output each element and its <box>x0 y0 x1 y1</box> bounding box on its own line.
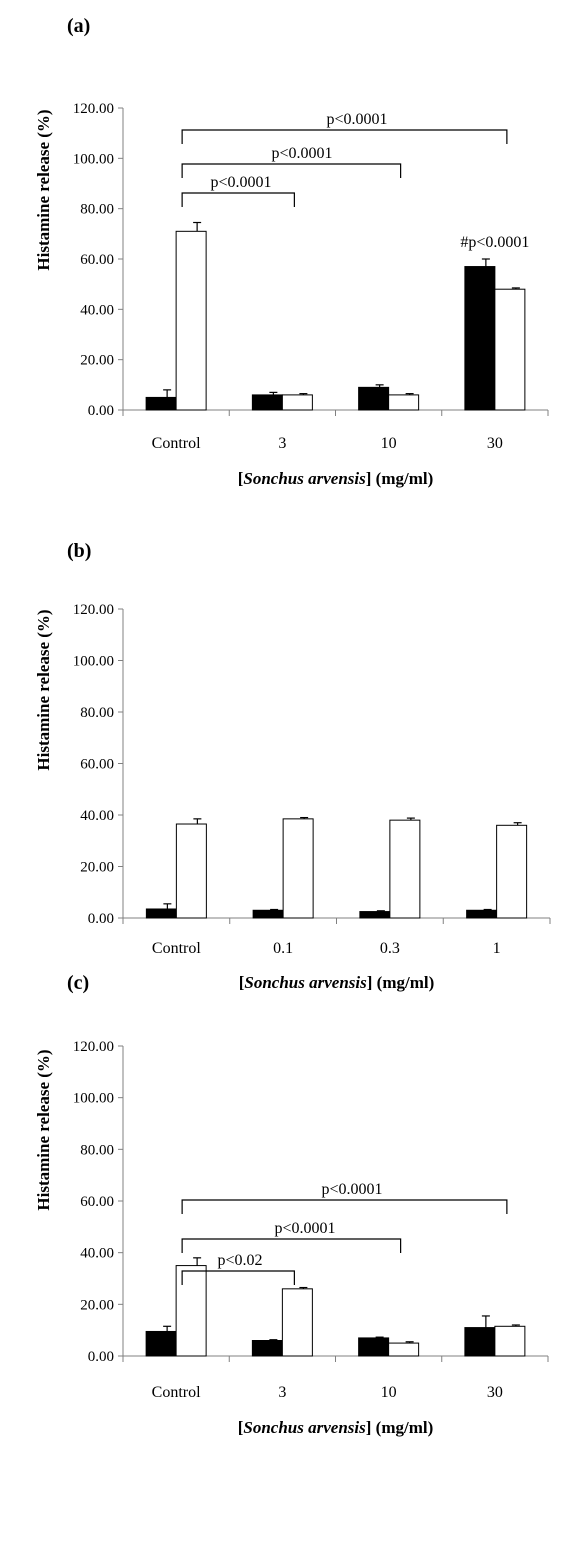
panel-label: (b) <box>67 540 91 562</box>
y-tick-label: 100.00 <box>73 151 114 167</box>
significance-label: p<0.0001 <box>274 1220 335 1237</box>
y-tick-label: 80.00 <box>80 705 114 721</box>
x-tick-label: 1 <box>493 940 501 957</box>
y-tick-label: 80.00 <box>80 1142 114 1158</box>
bar <box>464 266 496 411</box>
bar <box>389 819 421 919</box>
x-tick-label: 30 <box>487 1384 503 1401</box>
y-tick-label: 120.00 <box>73 602 114 618</box>
y-tick-label: 40.00 <box>80 808 114 824</box>
bar <box>358 386 390 411</box>
y-tick-label: 0.00 <box>88 1349 114 1365</box>
bar <box>281 394 313 411</box>
bar <box>251 1340 283 1357</box>
x-axis-label-prefix: [ <box>239 973 245 992</box>
x-axis-label-prefix: [ <box>238 1418 244 1437</box>
x-tick-label: 3 <box>278 1384 286 1401</box>
y-tick-label: 40.00 <box>80 1246 114 1262</box>
bar <box>145 1330 177 1357</box>
x-tick-label: 30 <box>487 435 503 452</box>
y-tick-label: 40.00 <box>80 302 114 318</box>
x-axis-label-suffix: ] (mg/ml) <box>366 1418 434 1437</box>
y-tick-label: 60.00 <box>80 757 114 773</box>
bar <box>496 824 528 919</box>
x-axis-label-suffix: ] (mg/ml) <box>366 469 434 488</box>
y-tick-label: 60.00 <box>80 252 114 268</box>
x-axis-label: [Sonchus arvensis] (mg/ml) <box>238 1418 434 1437</box>
y-tick-label: 0.00 <box>88 403 114 419</box>
bar <box>388 1342 420 1357</box>
y-tick-label: 20.00 <box>80 860 114 876</box>
bar <box>359 911 391 919</box>
y-tick-label: 20.00 <box>80 1297 114 1313</box>
chart-panel-2: (b) 0.00 20.00 40.00 60.00 80.00 100.00 120.00 C… <box>34 540 551 992</box>
chart-panel-3: (c) 0.00 20.00 40.00 60.00 80.00 100.00 120.00 C… <box>34 972 549 1437</box>
bar <box>175 1265 207 1357</box>
bar <box>175 230 207 411</box>
significance-label: p<0.0001 <box>271 145 332 162</box>
y-tick-label: 20.00 <box>80 353 114 369</box>
significance-label: p<0.0001 <box>326 111 387 128</box>
x-axis-label-species: Sonchus arvensis <box>243 469 366 488</box>
x-axis-label-prefix: [ <box>238 469 244 488</box>
x-axis-label: [Sonchus arvensis] (mg/ml) <box>238 469 434 488</box>
bar <box>252 909 284 919</box>
y-tick-label: 120.00 <box>73 101 114 117</box>
x-axis-label-species: Sonchus arvensis <box>243 1418 366 1437</box>
bar <box>466 909 498 919</box>
y-tick-label: 100.00 <box>73 654 114 670</box>
panel-label: (a) <box>67 15 90 37</box>
y-tick-label: 120.00 <box>73 1039 114 1055</box>
y-tick-label: 100.00 <box>73 1091 114 1107</box>
x-tick-label: Control <box>152 435 201 452</box>
x-tick-label: 10 <box>381 1384 397 1401</box>
panel-label: (c) <box>67 972 89 994</box>
bar <box>388 394 420 411</box>
significance-label: p<0.0001 <box>210 174 271 191</box>
y-axis-label: Histamine release (%) <box>34 109 53 270</box>
x-tick-label: Control <box>152 1384 201 1401</box>
significance-bracket <box>181 1238 402 1253</box>
y-tick-label: 80.00 <box>80 202 114 218</box>
x-tick-label: 0.1 <box>273 940 293 957</box>
x-axis-label-species: Sonchus arvensis <box>244 973 367 992</box>
x-tick-label: 10 <box>381 435 397 452</box>
chart-panel-1: (a) 0.00 20.00 40.00 60.00 80.00 100.00 120.00 C… <box>34 15 549 488</box>
significance-bracket <box>181 192 295 207</box>
x-axis-label-suffix: ] (mg/ml) <box>367 973 435 992</box>
significance-bracket <box>181 163 402 178</box>
bar <box>145 908 177 919</box>
x-axis-label: [Sonchus arvensis] (mg/ml) <box>239 973 435 992</box>
y-tick-label: 0.00 <box>88 911 114 927</box>
bar <box>145 396 177 411</box>
x-tick-label: 3 <box>278 435 286 452</box>
significance-bracket <box>181 129 508 144</box>
bar <box>175 823 207 919</box>
bar <box>464 1327 496 1357</box>
y-axis-label: Histamine release (%) <box>34 609 53 770</box>
significance-label: p<0.02 <box>217 1252 262 1269</box>
bar <box>494 1325 526 1357</box>
bar <box>282 818 314 919</box>
y-tick-label: 60.00 <box>80 1194 114 1210</box>
x-tick-label: Control <box>152 940 201 957</box>
x-tick-label: 0.3 <box>380 940 400 957</box>
significance-bracket <box>181 1199 508 1214</box>
bar <box>358 1337 390 1357</box>
significance-label: p<0.0001 <box>321 1181 382 1198</box>
y-axis-label: Histamine release (%) <box>34 1049 53 1210</box>
bar <box>281 1288 313 1357</box>
bar <box>494 288 526 411</box>
significance-label: #p<0.0001 <box>460 234 529 251</box>
bar <box>251 394 283 411</box>
significance-bracket <box>181 1270 295 1285</box>
